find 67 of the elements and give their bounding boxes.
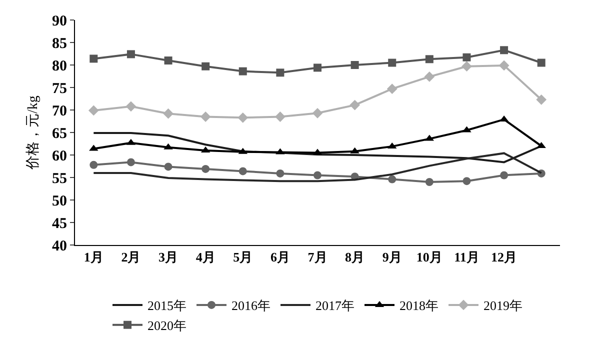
- y-tick-label: 65: [52, 126, 67, 142]
- y-tick-label: 80: [52, 58, 67, 74]
- x-tick-label: 5月: [233, 250, 253, 265]
- y-tick-label: 50: [52, 193, 67, 210]
- y-tick-label: 75: [52, 80, 67, 97]
- point: [126, 158, 135, 166]
- point: [126, 101, 136, 112]
- point: [388, 58, 396, 67]
- point: [314, 64, 322, 72]
- legend-label: 2016年: [232, 298, 270, 314]
- x-tick-label: 10月: [416, 250, 442, 265]
- x-tick-label: 2月: [121, 250, 141, 265]
- legend-label: 2017年: [316, 298, 354, 314]
- x-tick-label: 1月: [84, 250, 104, 265]
- point: [238, 167, 247, 176]
- y-axis-title: 价格，元/kg: [25, 96, 41, 170]
- y-tick-label: 70: [52, 103, 67, 120]
- point: [163, 108, 174, 119]
- point: [88, 105, 99, 116]
- point: [424, 72, 435, 82]
- point: [386, 84, 398, 94]
- point: [238, 67, 247, 76]
- x-tick-label: 7月: [308, 250, 328, 265]
- point: [202, 62, 210, 70]
- point: [537, 58, 546, 67]
- point: [498, 60, 510, 71]
- y-tick-label: 55: [52, 170, 67, 187]
- legend-label: 2019年: [484, 298, 522, 314]
- point: [90, 54, 98, 63]
- y-tick-label: 85: [52, 36, 67, 52]
- point: [200, 112, 211, 122]
- x-tick-label: 3月: [158, 250, 178, 265]
- point: [462, 177, 471, 186]
- y-tick-label: 60: [52, 148, 67, 164]
- point: [90, 160, 98, 169]
- point: [462, 53, 471, 62]
- point: [164, 162, 172, 171]
- point: [202, 164, 210, 173]
- point: [276, 68, 284, 77]
- x-tick-label: 6月: [270, 250, 290, 265]
- legend-label: 2020年: [148, 318, 186, 333]
- point: [238, 112, 248, 123]
- x-tick-label: 9月: [382, 250, 402, 265]
- x-tick-label: 12月: [491, 250, 518, 265]
- x-tick-label: 4月: [196, 250, 216, 265]
- point: [350, 61, 359, 69]
- legend-label: 2015年: [148, 298, 186, 314]
- y-tick-label: 40: [52, 238, 67, 254]
- point: [425, 55, 434, 64]
- point: [388, 175, 396, 184]
- y-tick-label: 45: [52, 216, 67, 232]
- point: [500, 171, 508, 180]
- point: [276, 169, 284, 178]
- point: [500, 46, 508, 54]
- point: [274, 112, 286, 122]
- point: [312, 108, 323, 118]
- point: [314, 171, 322, 180]
- point: [164, 56, 172, 64]
- y-tick-label: 90: [52, 13, 67, 30]
- legend-label: 2018年: [400, 298, 438, 314]
- point: [350, 100, 360, 110]
- point: [126, 50, 135, 58]
- x-tick-label: 8月: [345, 250, 365, 265]
- point: [536, 94, 547, 105]
- x-tick-label: 11月: [454, 250, 480, 265]
- point: [425, 178, 434, 186]
- point: [462, 61, 472, 72]
